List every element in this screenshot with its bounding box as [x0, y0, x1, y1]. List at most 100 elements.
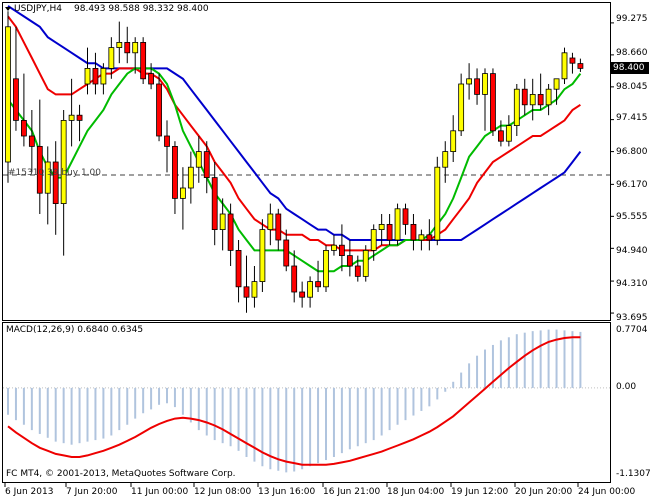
candle-body: [537, 94, 544, 106]
candle-body: [354, 265, 361, 277]
time-axis-label: 24 Jun 00:00: [578, 487, 636, 497]
price-tick-label: 94.940: [616, 246, 648, 256]
symbol-label: USDJPY,H4: [14, 4, 62, 14]
time-axis-label: 13 Jun 16:00: [258, 487, 316, 497]
candle-body: [243, 286, 250, 298]
candle-body: [545, 88, 552, 106]
macd-histogram: [7, 329, 582, 473]
price-tick-label: 98.660: [616, 48, 648, 58]
candle-body: [211, 177, 218, 231]
macd-pane-frame: [2, 322, 611, 483]
macd-title: MACD(12,26,9) 0.6840 0.6345: [6, 325, 144, 335]
candle-body: [92, 68, 99, 85]
candle-body: [561, 52, 568, 80]
macd-tick-label: 0.00: [616, 382, 637, 392]
candle-body: [577, 63, 584, 69]
candle-body: [410, 223, 417, 241]
price-ticks: [610, 22, 614, 314]
candle-body: [100, 68, 107, 85]
candle-body: [108, 47, 115, 69]
candle-body: [513, 88, 520, 126]
candle-body: [458, 83, 465, 132]
candle-body: [195, 151, 202, 168]
candle-body: [331, 244, 337, 251]
ohlc-values: 98.493 98.588 98.332 98.400: [74, 4, 209, 14]
candle-body: [179, 187, 186, 199]
candle-body: [5, 26, 11, 163]
candle-body: [52, 161, 59, 204]
candle-body: [84, 68, 91, 85]
time-axis-label: 11 Jun 00:00: [131, 487, 189, 497]
current-price-tag: 98.400: [611, 62, 649, 75]
candle-body: [36, 145, 43, 194]
price-tick-label: 98.045: [616, 82, 648, 92]
candle-body: [482, 73, 488, 95]
price-tick-label: 96.800: [616, 147, 648, 157]
candle-body: [44, 161, 51, 194]
candle-body: [338, 244, 345, 256]
price-tick-label: 93.695: [616, 313, 648, 323]
candle-body: [267, 213, 274, 230]
macd-signal-line: [7, 336, 581, 466]
time-axis-label: 7 Jun 20:00: [66, 487, 118, 497]
price-tick-label: 94.310: [616, 279, 648, 289]
candle-body: [418, 234, 425, 241]
candle-body: [521, 88, 528, 106]
candle-body: [187, 166, 194, 189]
collapse-triangle-icon[interactable]: [5, 7, 11, 11]
candle-body: [426, 234, 433, 241]
main-pane-frame: [2, 2, 611, 321]
candle-body: [124, 42, 131, 54]
candle-body: [275, 213, 282, 241]
candle-body: [140, 42, 147, 80]
price-tick-label: 99.275: [616, 14, 648, 24]
candle-body: [442, 151, 449, 168]
candle-body: [148, 73, 155, 85]
candle-body: [315, 281, 321, 288]
order-line-label[interactable]: #15310 39 buy 1.00: [8, 168, 101, 178]
copyright-text: FC MT4, © 2001-2013, MetaQuotes Software…: [6, 469, 236, 479]
candle-body: [466, 78, 473, 85]
candle-body: [307, 281, 314, 298]
candle-body: [497, 130, 504, 142]
candle-body: [116, 42, 123, 49]
candle-body: [259, 229, 266, 283]
candle-body: [60, 120, 67, 204]
candle-body: [569, 57, 576, 64]
candle-body: [68, 114, 75, 121]
candle-body: [172, 145, 178, 199]
price-tick-label: 96.170: [616, 180, 648, 190]
time-axis-label: 16 Jun 21:00: [323, 487, 381, 497]
candle-body: [28, 135, 35, 147]
macd-tick-label: 0.7704: [616, 325, 648, 335]
candle-body: [283, 239, 290, 267]
candle-body: [378, 223, 385, 230]
candle-body: [402, 208, 409, 225]
candle-body: [386, 223, 393, 241]
price-tick-label: 95.555: [616, 212, 648, 222]
candle-body: [505, 125, 512, 142]
price-tick-label: 97.415: [616, 113, 648, 123]
candle-body: [474, 78, 480, 95]
candle-body: [323, 249, 329, 288]
candle-body: [251, 281, 258, 298]
time-axis-label: 12 Jun 08:00: [194, 487, 252, 497]
candle-body: [76, 114, 83, 121]
candle-body: [164, 135, 170, 147]
candle-body: [299, 291, 306, 298]
candle-body: [394, 208, 401, 241]
candle-body: [370, 229, 377, 251]
candle-body: [434, 166, 441, 241]
time-axis-label: 18 Jun 04:00: [387, 487, 445, 497]
candle-body: [362, 249, 369, 277]
candle-body: [553, 78, 560, 90]
candle-body: [235, 249, 242, 288]
time-axis-label: 20 Jun 20:00: [515, 487, 573, 497]
candles: [5, 11, 584, 313]
candle-body: [13, 78, 19, 121]
time-ticks: [4, 483, 579, 487]
candle-body: [450, 130, 457, 153]
candle-body: [490, 73, 496, 132]
time-axis-label: 6 Jun 2013: [5, 487, 54, 497]
